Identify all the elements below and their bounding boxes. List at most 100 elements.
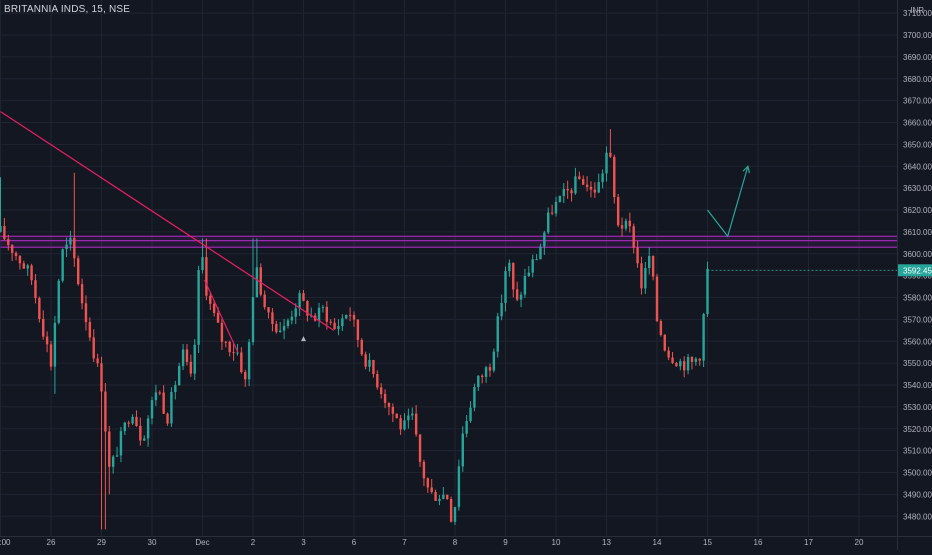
candle-body	[189, 361, 193, 374]
candle-body	[158, 392, 161, 394]
candle-body	[345, 314, 348, 319]
candle-body	[306, 300, 309, 316]
y-tick-label: 3600.00	[903, 250, 932, 259]
candle-body	[356, 319, 360, 340]
candle-body	[655, 276, 659, 322]
candle-body	[512, 262, 515, 290]
candle-body	[115, 455, 119, 457]
candle-body	[10, 245, 14, 253]
candle-body	[694, 358, 698, 362]
candle-body	[329, 321, 332, 323]
candle-body	[547, 212, 550, 233]
candle-body	[3, 225, 6, 240]
candle-body	[247, 342, 251, 380]
candle-body	[42, 319, 45, 337]
candle-body	[430, 487, 433, 493]
candle-body	[127, 422, 130, 424]
candle-body	[543, 232, 546, 247]
candle-body	[131, 416, 134, 424]
candle-body	[166, 413, 169, 424]
y-tick-label: 3550.00	[903, 359, 932, 368]
y-tick-label: 3710.00	[903, 9, 932, 18]
candle-body	[504, 271, 507, 303]
candle-body	[104, 391, 107, 432]
x-tick-label: 26	[47, 538, 56, 547]
candle-body	[500, 302, 503, 317]
candle-body	[496, 316, 499, 352]
candle-body	[181, 349, 185, 367]
symbol-title[interactable]: BRITANNIA INDS, 15, NSE	[4, 4, 131, 15]
candle-body	[251, 297, 255, 343]
candle-body	[422, 461, 426, 479]
candle-body	[170, 392, 173, 424]
candle-body	[473, 387, 476, 408]
x-tick-label: 17	[804, 538, 813, 547]
candle-body	[88, 322, 92, 338]
candle-body	[96, 358, 99, 364]
candle-body	[263, 294, 266, 308]
candle-body	[609, 152, 612, 157]
x-tick-label: 2	[251, 538, 256, 547]
y-tick-label: 3660.00	[903, 119, 932, 128]
candle-body	[469, 407, 472, 422]
candle-body	[593, 189, 597, 193]
candle-body	[275, 323, 278, 333]
candle-body	[348, 314, 352, 316]
grid-lines	[0, 0, 897, 536]
candle-body	[648, 255, 651, 269]
candle-body	[391, 406, 395, 414]
candle-body	[686, 356, 690, 371]
candle-body	[123, 422, 127, 432]
candle-body	[372, 359, 375, 375]
y-tick-label: 3580.00	[903, 294, 932, 303]
candle-body	[446, 494, 449, 500]
candle-body	[108, 431, 111, 467]
candle-body	[682, 361, 686, 371]
candle-body	[492, 351, 496, 371]
y-tick-label: 3510.00	[903, 447, 932, 456]
candle-body	[240, 352, 243, 373]
candle-body	[26, 265, 29, 269]
candle-body	[7, 239, 10, 246]
candle-body	[341, 318, 344, 327]
projection-arrowhead	[742, 165, 751, 174]
candle-body	[92, 337, 95, 359]
candle-body	[220, 322, 224, 342]
candle-body	[119, 431, 123, 456]
candle-body	[45, 336, 49, 345]
y-tick-label: 3700.00	[903, 31, 932, 40]
candlesticks	[0, 129, 709, 530]
resistance-zone	[0, 235, 897, 248]
y-tick-label: 3530.00	[903, 403, 932, 412]
candle-body	[477, 375, 480, 388]
x-tick-label: Dec	[195, 538, 209, 547]
candle-body	[162, 392, 165, 414]
candle-body	[434, 492, 437, 501]
candle-body	[73, 237, 76, 259]
candle-body	[578, 176, 581, 180]
candle-body	[317, 307, 321, 321]
candle-body	[523, 276, 527, 295]
candle-body	[150, 400, 154, 419]
candle-body	[508, 262, 511, 272]
candle-body	[581, 179, 585, 185]
candle-body	[601, 173, 604, 183]
candle-body	[376, 374, 379, 388]
candle-body	[407, 415, 410, 421]
candle-body	[418, 434, 422, 462]
x-tick-label: 10:00	[0, 538, 11, 547]
candle-body	[177, 366, 181, 386]
candle-body	[395, 413, 398, 419]
candle-body	[411, 413, 414, 416]
candle-body	[337, 326, 340, 330]
candle-body	[201, 257, 204, 271]
candle-body	[18, 255, 22, 264]
last-price-label: 3592.45	[903, 266, 932, 275]
candle-body	[84, 303, 88, 323]
x-tick-label: 10	[552, 538, 561, 547]
candle-body	[294, 308, 297, 317]
candle-body	[403, 420, 406, 430]
x-tick-label: 13	[602, 538, 611, 547]
